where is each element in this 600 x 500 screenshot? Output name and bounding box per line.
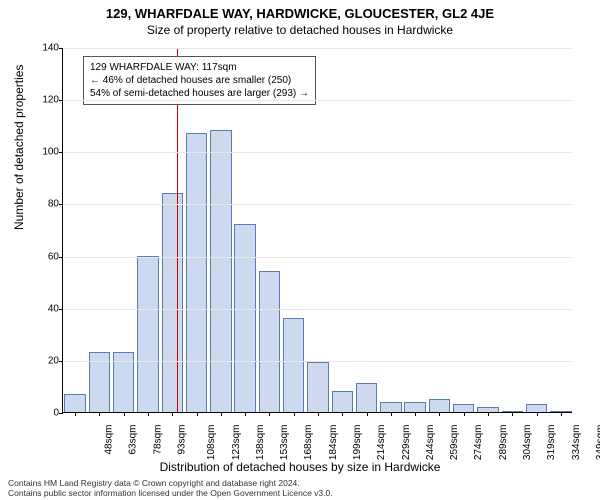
gridline xyxy=(63,257,572,258)
histogram-bar xyxy=(380,402,401,412)
ytick-label: 100 xyxy=(33,147,59,158)
xtick-label: 289sqm xyxy=(498,425,509,461)
gridline xyxy=(63,100,572,101)
histogram-bar xyxy=(404,402,425,412)
gridline xyxy=(63,204,572,205)
histogram-bar xyxy=(283,318,304,412)
xtick-mark xyxy=(342,412,343,416)
histogram-bar xyxy=(259,271,280,412)
xtick-label: 229sqm xyxy=(401,425,412,461)
xtick-mark xyxy=(561,412,562,416)
histogram-bar xyxy=(332,391,353,412)
chart-container: 129, WHARFDALE WAY, HARDWICKE, GLOUCESTE… xyxy=(0,0,600,500)
xtick-mark xyxy=(488,412,489,416)
xtick-mark xyxy=(464,412,465,416)
annotation-line3: 54% of semi-detached houses are larger (… xyxy=(90,87,309,100)
xtick-label: 63sqm xyxy=(128,425,139,455)
xtick-label: 274sqm xyxy=(474,425,485,461)
histogram-bar xyxy=(137,256,158,412)
xtick-label: 138sqm xyxy=(255,425,266,461)
xtick-mark xyxy=(294,412,295,416)
ytick-label: 80 xyxy=(33,199,59,210)
chart-area: 129 WHARFDALE WAY: 117sqm ← 46% of detac… xyxy=(62,48,572,413)
ytick-mark xyxy=(59,257,63,258)
ytick-label: 120 xyxy=(33,95,59,106)
xtick-label: 319sqm xyxy=(546,425,557,461)
xtick-mark xyxy=(124,412,125,416)
xtick-label: 123sqm xyxy=(231,425,242,461)
xtick-label: 244sqm xyxy=(425,425,436,461)
histogram-bar xyxy=(429,399,450,412)
histogram-bar xyxy=(210,130,231,412)
footer-line1: Contains HM Land Registry data © Crown c… xyxy=(8,478,333,488)
gridline xyxy=(63,48,572,49)
histogram-bar xyxy=(453,404,474,412)
histogram-bar xyxy=(307,362,328,412)
xtick-label: 214sqm xyxy=(376,425,387,461)
xtick-label: 304sqm xyxy=(522,425,533,461)
histogram-bar xyxy=(234,224,255,412)
plot-region: 129 WHARFDALE WAY: 117sqm ← 46% of detac… xyxy=(62,48,572,413)
footer: Contains HM Land Registry data © Crown c… xyxy=(8,478,333,498)
xtick-label: 93sqm xyxy=(177,425,188,455)
ytick-mark xyxy=(59,100,63,101)
footer-line2: Contains public sector information licen… xyxy=(8,488,333,498)
ytick-mark xyxy=(59,309,63,310)
ytick-mark xyxy=(59,152,63,153)
xtick-mark xyxy=(221,412,222,416)
xtick-label: 349sqm xyxy=(595,425,600,461)
xtick-mark xyxy=(537,412,538,416)
ytick-label: 40 xyxy=(33,303,59,314)
annotation-box: 129 WHARFDALE WAY: 117sqm ← 46% of detac… xyxy=(83,56,316,105)
xtick-label: 184sqm xyxy=(328,425,339,461)
xtick-mark xyxy=(75,412,76,416)
gridline xyxy=(63,361,572,362)
xtick-label: 108sqm xyxy=(206,425,217,461)
xtick-mark xyxy=(197,412,198,416)
xtick-mark xyxy=(318,412,319,416)
histogram-bar xyxy=(64,394,85,412)
xtick-mark xyxy=(245,412,246,416)
xtick-label: 78sqm xyxy=(152,425,163,455)
histogram-bar xyxy=(162,193,183,412)
xtick-mark xyxy=(269,412,270,416)
x-axis-label: Distribution of detached houses by size … xyxy=(0,460,600,474)
gridline xyxy=(63,152,572,153)
gridline xyxy=(63,309,572,310)
annotation-line2: ← 46% of detached houses are smaller (25… xyxy=(90,74,309,87)
ytick-label: 140 xyxy=(33,43,59,54)
histogram-bar xyxy=(356,383,377,412)
histogram-bar xyxy=(526,404,547,412)
ytick-mark xyxy=(59,48,63,49)
xtick-mark xyxy=(439,412,440,416)
xtick-mark xyxy=(172,412,173,416)
xtick-label: 259sqm xyxy=(449,425,460,461)
histogram-bar xyxy=(186,133,207,412)
ytick-mark xyxy=(59,361,63,362)
ytick-label: 60 xyxy=(33,251,59,262)
xtick-mark xyxy=(512,412,513,416)
chart-subtitle: Size of property relative to detached ho… xyxy=(0,21,600,37)
ytick-mark xyxy=(59,204,63,205)
xtick-label: 334sqm xyxy=(571,425,582,461)
ytick-mark xyxy=(59,413,63,414)
xtick-label: 168sqm xyxy=(304,425,315,461)
xtick-mark xyxy=(148,412,149,416)
xtick-label: 153sqm xyxy=(279,425,290,461)
y-axis-label: Number of detached properties xyxy=(12,65,26,230)
chart-title: 129, WHARFDALE WAY, HARDWICKE, GLOUCESTE… xyxy=(0,0,600,21)
xtick-mark xyxy=(391,412,392,416)
xtick-mark xyxy=(415,412,416,416)
annotation-line1: 129 WHARFDALE WAY: 117sqm xyxy=(90,61,309,74)
xtick-label: 199sqm xyxy=(352,425,363,461)
ytick-label: 20 xyxy=(33,355,59,366)
xtick-mark xyxy=(367,412,368,416)
ytick-label: 0 xyxy=(33,408,59,419)
xtick-label: 48sqm xyxy=(104,425,115,455)
xtick-mark xyxy=(99,412,100,416)
